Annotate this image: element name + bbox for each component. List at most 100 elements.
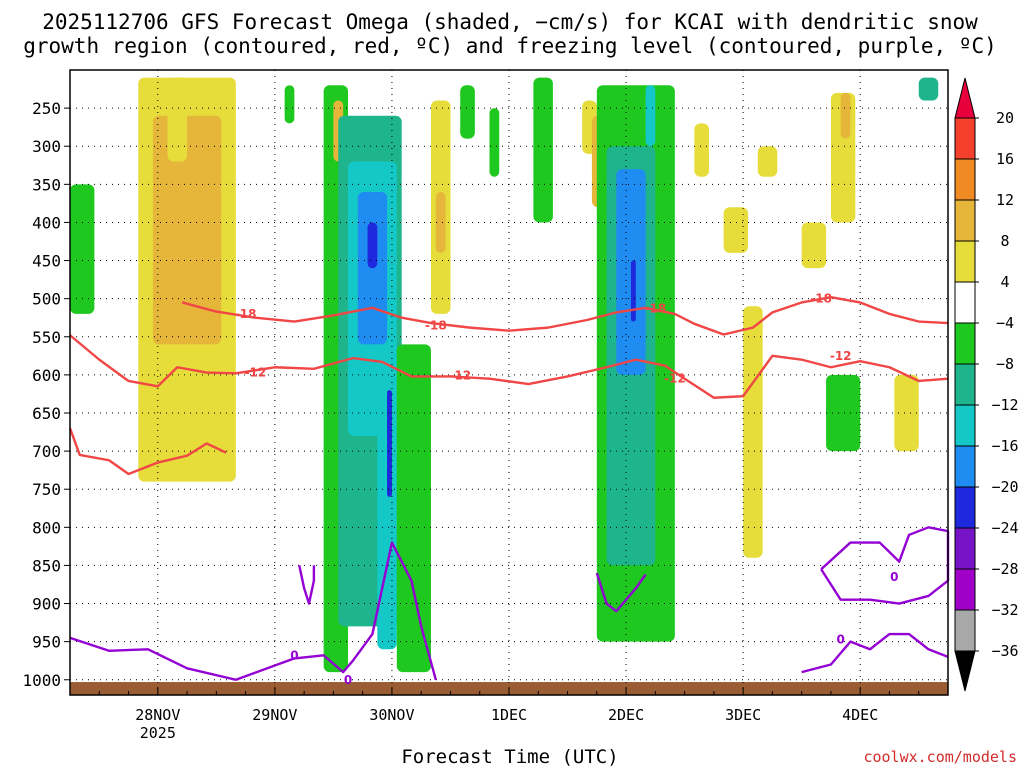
contour-label: 0: [290, 648, 298, 662]
y-tick-label: 750: [32, 480, 61, 499]
colorbar-bottom-extension: [954, 650, 976, 692]
omega-region: [284, 85, 295, 124]
omega-region: [757, 146, 778, 177]
colorbar-swatch: [954, 199, 976, 242]
title-line-1: 2025112706 GFS Forecast Omega (shaded, −…: [42, 10, 978, 34]
colorbar-top-extension: [954, 77, 976, 119]
colorbar-swatch: [954, 240, 976, 283]
x-tick-label: 28NOV: [135, 706, 180, 724]
contour-dgz-minus12: [69, 334, 949, 399]
omega-region: [367, 222, 378, 269]
omega-region: [533, 77, 553, 223]
y-tick-label: 600: [32, 366, 61, 385]
colorbar-label: 12: [996, 191, 1014, 209]
colorbar: 20 16 12 8 4 −4 −8 −12 −16 −20 −24 −28 −32 −36: [954, 77, 1019, 692]
colorbar-label: −24: [991, 519, 1018, 537]
y-tick-label: 950: [32, 633, 61, 652]
contour-freezing-level: [69, 541, 437, 681]
contours: -18 -18 -18 -18 -12 -12 -12 -12 0 0 0 0: [68, 292, 950, 687]
colorbar-swatch: [954, 281, 976, 324]
colorbar-label: −20: [991, 478, 1018, 496]
colorbar-label: −8: [996, 355, 1014, 373]
contour-label: -12: [664, 372, 686, 386]
y-tick-label: 500: [32, 290, 61, 309]
omega-region: [460, 85, 475, 139]
colorbar-swatch: [954, 322, 976, 365]
chart-title: 2025112706 GFS Forecast Omega (shaded, −…: [23, 10, 997, 58]
colorbar-label: 4: [1000, 273, 1009, 291]
credit-link[interactable]: coolwx.com/models: [863, 748, 1017, 766]
colorbar-label: −32: [991, 601, 1018, 619]
colorbar-swatch: [954, 404, 976, 447]
x-tick-label: 1DEC: [491, 706, 527, 724]
y-tick-label: 700: [32, 442, 61, 461]
x-tick-label: 2DEC: [608, 706, 644, 724]
colorbar-label: −12: [991, 396, 1018, 414]
omega-region: [826, 374, 861, 452]
plot-area: -18 -18 -18 -18 -12 -12 -12 -12 0 0 0 0: [68, 69, 950, 696]
contour-label: 0: [344, 673, 352, 687]
y-tick-label: 800: [32, 518, 61, 537]
omega-region: [723, 207, 749, 253]
y-tick-label: 350: [32, 175, 61, 194]
contour-dgz-minus12-lower: [68, 427, 227, 476]
y-tick-label: 650: [32, 404, 61, 423]
y-tick-label: 300: [32, 137, 61, 156]
colorbar-swatch: [954, 609, 976, 652]
y-tick-label: 450: [32, 252, 61, 271]
omega-region: [743, 306, 763, 558]
omega-region: [377, 344, 397, 650]
x-tick-label: 4DEC: [842, 706, 878, 724]
title-line-2: growth region (contoured, red, ºC) and f…: [23, 34, 997, 58]
colorbar-label: −16: [991, 437, 1018, 455]
omega-region: [630, 260, 636, 322]
omega-region: [387, 390, 392, 497]
x-tick-label: 30NOV: [369, 706, 414, 724]
colorbar-label: −36: [991, 642, 1018, 660]
omega-region: [694, 123, 709, 177]
colorbar-swatch: [954, 568, 976, 611]
x-tick-label: 3DEC: [725, 706, 761, 724]
contour-dgz-minus18: [181, 295, 949, 336]
contour-label: -18: [810, 292, 832, 306]
y-axis: 250 300 350 400 450 500 550 600 650 700 750 800 850 9…: [22, 99, 70, 690]
colorbar-label: −4: [996, 314, 1014, 332]
omega-region: [396, 344, 431, 673]
colorbar-swatch: [954, 117, 976, 160]
contour-label: -18: [644, 302, 666, 316]
colorbar-swatch: [954, 363, 976, 406]
omega-region: [801, 222, 827, 269]
contour-label: 0: [890, 570, 898, 584]
omega-region: [489, 108, 500, 177]
y-tick-label: 900: [32, 595, 61, 614]
x-axis-title: Forecast Time (UTC): [401, 746, 618, 768]
y-tick-label: 1000: [22, 671, 61, 690]
omega-region: [435, 191, 446, 253]
colorbar-label: 8: [1000, 232, 1009, 250]
omega-region: [918, 77, 939, 101]
contour-label: 0: [837, 632, 845, 646]
contour-label: -12: [449, 369, 471, 383]
colorbar-label: 16: [996, 150, 1014, 168]
colorbar-swatch: [954, 527, 976, 570]
contour-label: -12: [245, 366, 267, 380]
omega-region: [894, 374, 919, 452]
omega-region: [152, 115, 222, 345]
colorbar-swatch: [954, 445, 976, 488]
colorbar-label: −28: [991, 560, 1018, 578]
contour-freezing-level-east: [801, 632, 949, 674]
y-tick-label: 250: [32, 99, 61, 118]
omega-region: [167, 77, 188, 162]
omega-region: [645, 85, 656, 147]
x-tick-sublabel: 2025: [140, 724, 176, 742]
omega-region: [840, 92, 851, 139]
colorbar-swatch: [954, 158, 976, 201]
colorbar-label: 20: [996, 109, 1014, 127]
contour-label: -18: [425, 318, 447, 332]
contour-freezing-level-cell-2dec: [595, 572, 647, 613]
y-tick-label: 550: [32, 328, 61, 347]
contour-label: -18: [235, 307, 257, 321]
contour-freezing-level-cell-28nov: [298, 565, 316, 605]
